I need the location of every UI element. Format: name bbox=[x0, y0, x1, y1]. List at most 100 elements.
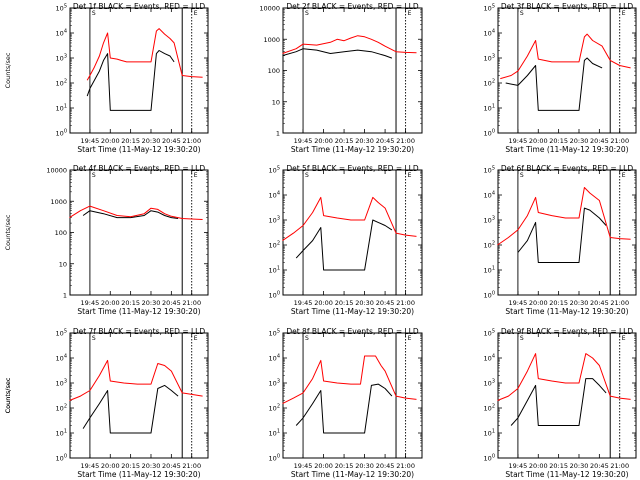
y-axis-label: Counts/sec bbox=[4, 377, 12, 413]
x-axis-label: Start Time (11-May-12 19:30:20) bbox=[77, 145, 200, 154]
y-tick-label: 103 bbox=[56, 54, 67, 63]
y-tick-label: 100 bbox=[269, 291, 280, 300]
time-marker-label: S bbox=[305, 172, 309, 179]
x-tick-label: 20:45 bbox=[162, 137, 181, 145]
time-marker-label: E bbox=[622, 10, 626, 17]
x-tick-label: 20:00 bbox=[101, 299, 120, 307]
x-tick-label: 20:45 bbox=[590, 137, 609, 145]
y-tick-label: 100 bbox=[55, 229, 67, 237]
x-tick-label: 19:45 bbox=[294, 462, 313, 470]
x-tick-label: 20:30 bbox=[142, 299, 161, 307]
plot-frame bbox=[69, 7, 209, 134]
series-line-events bbox=[82, 384, 179, 434]
y-tick-label: 10 bbox=[59, 260, 67, 268]
y-tick-label: 100 bbox=[484, 129, 495, 138]
x-tick-label: 19:45 bbox=[81, 462, 100, 470]
y-tick-label: 101 bbox=[484, 104, 495, 113]
time-marker-label: S bbox=[305, 335, 309, 342]
y-tick-label: 104 bbox=[484, 191, 495, 200]
chart-title: Det 2f BLACK = Events, RED = LLD bbox=[286, 2, 419, 11]
series-line-events bbox=[295, 219, 393, 271]
x-tick-label: 20:30 bbox=[355, 137, 374, 145]
series-line-events bbox=[295, 383, 393, 434]
y-tick-label: 100 bbox=[56, 129, 67, 138]
y-tick-label: 102 bbox=[56, 404, 67, 413]
y-tick-label: 102 bbox=[269, 404, 280, 413]
x-tick-label: 19:45 bbox=[509, 299, 528, 307]
y-tick-label: 103 bbox=[484, 379, 495, 388]
chart-det-7f: Det 7f BLACK = Events, RED = LLD 100 101 10… bbox=[4, 327, 209, 479]
x-tick-label: 21:00 bbox=[396, 137, 415, 145]
y-tick-label: 10000 bbox=[259, 5, 280, 13]
x-tick-label: 20:15 bbox=[121, 299, 140, 307]
x-tick-label: 20:45 bbox=[590, 299, 609, 307]
y-axis-label: Counts/sec bbox=[4, 52, 12, 88]
chart-title: Det 3f BLACK = Events, RED = LLD bbox=[501, 2, 634, 11]
y-tick-label: 10 bbox=[272, 98, 280, 106]
x-tick-label: 20:00 bbox=[529, 462, 548, 470]
x-tick-label: 20:30 bbox=[142, 462, 161, 470]
plot-frame bbox=[497, 169, 637, 296]
x-tick-label: 21:00 bbox=[396, 462, 415, 470]
x-axis-label: Start Time (11-May-12 19:30:20) bbox=[77, 470, 200, 479]
series-line-events bbox=[510, 378, 607, 426]
plot-frame bbox=[69, 332, 209, 459]
x-tick-label: 20:45 bbox=[590, 462, 609, 470]
plot-frame bbox=[69, 169, 209, 296]
x-tick-label: 20:45 bbox=[376, 137, 395, 145]
x-tick-label: 20:30 bbox=[355, 462, 374, 470]
y-tick-label: 103 bbox=[484, 216, 495, 225]
x-tick-label: 19:45 bbox=[509, 137, 528, 145]
y-tick-label: 105 bbox=[484, 329, 495, 338]
time-marker-label: S bbox=[92, 335, 96, 342]
y-tick-label: 105 bbox=[269, 166, 280, 175]
y-tick-label: 101 bbox=[56, 104, 67, 113]
x-tick-label: 20:15 bbox=[549, 137, 568, 145]
y-tick-label: 103 bbox=[484, 54, 495, 63]
x-tick-label: 21:00 bbox=[610, 462, 629, 470]
x-axis-label: Start Time (11-May-12 19:30:20) bbox=[505, 470, 628, 479]
series-line-lld bbox=[500, 33, 631, 80]
time-marker-label: S bbox=[305, 10, 309, 17]
chart-title: Det 8f BLACK = Events, RED = LLD bbox=[286, 327, 419, 336]
x-tick-label: 19:45 bbox=[294, 299, 313, 307]
y-tick-label: 101 bbox=[269, 429, 280, 438]
y-tick-label: 105 bbox=[484, 166, 495, 175]
time-marker-label: E bbox=[408, 172, 412, 179]
x-tick-label: 20:15 bbox=[549, 462, 568, 470]
time-marker-label: S bbox=[92, 172, 96, 179]
x-tick-label: 20:00 bbox=[101, 462, 120, 470]
series-line-events bbox=[505, 57, 603, 111]
x-tick-label: 19:45 bbox=[509, 462, 528, 470]
y-tick-label: 103 bbox=[269, 216, 280, 225]
x-tick-label: 19:45 bbox=[81, 299, 100, 307]
chart-det-5f: Det 5f BLACK = Events, RED = LLD 100 101 10… bbox=[269, 164, 423, 316]
x-tick-label: 20:45 bbox=[376, 299, 395, 307]
series-line-lld bbox=[69, 205, 203, 220]
series-line-lld bbox=[282, 196, 417, 242]
y-tick-label: 104 bbox=[269, 191, 280, 200]
time-marker-label: E bbox=[194, 335, 198, 342]
series-line-events bbox=[517, 207, 607, 263]
chart-det-9f: Det 9f BLACK = Events, RED = LLD 100 101 10… bbox=[484, 327, 637, 479]
chart-det-3f: Det 3f BLACK = Events, RED = LLD 100 101 10… bbox=[484, 2, 637, 154]
chart-det-2f: Det 2f BLACK = Events, RED = LLD 1 10 100 10… bbox=[259, 2, 423, 154]
time-marker-label: E bbox=[408, 10, 412, 17]
y-tick-label: 104 bbox=[484, 29, 495, 38]
y-tick-label: 1 bbox=[276, 130, 280, 138]
y-tick-label: 104 bbox=[269, 354, 280, 363]
x-tick-label: 20:15 bbox=[335, 137, 354, 145]
x-tick-label: 20:30 bbox=[142, 137, 161, 145]
y-tick-label: 104 bbox=[484, 354, 495, 363]
x-tick-label: 20:15 bbox=[121, 137, 140, 145]
x-tick-label: 20:00 bbox=[101, 137, 120, 145]
plot-frame bbox=[497, 7, 637, 134]
plot-frame bbox=[282, 169, 423, 296]
y-tick-label: 101 bbox=[484, 266, 495, 275]
x-axis-label: Start Time (11-May-12 19:30:20) bbox=[505, 145, 628, 154]
y-tick-label: 101 bbox=[56, 429, 67, 438]
y-tick-label: 100 bbox=[56, 454, 67, 463]
time-marker-label: E bbox=[194, 10, 198, 17]
x-tick-label: 20:00 bbox=[529, 137, 548, 145]
